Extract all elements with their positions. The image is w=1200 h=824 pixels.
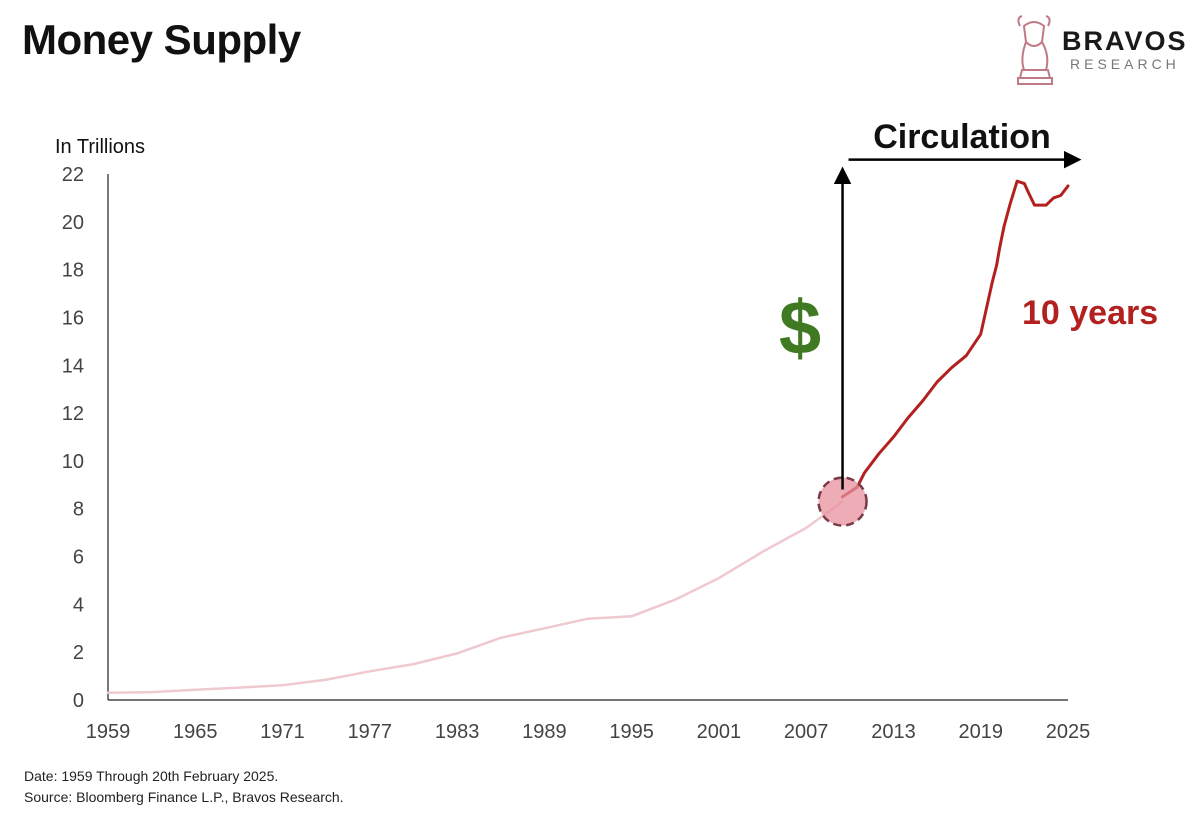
y-tick-label: 0 [73, 690, 84, 712]
x-tick-label: 2001 [697, 721, 742, 743]
series-line-1 [106, 500, 844, 695]
x-tick-label: 1971 [260, 721, 305, 743]
x-tick-label: 1995 [609, 721, 654, 743]
x-tick-label: 1977 [348, 721, 393, 743]
brand-name: BRAVOS [1062, 26, 1188, 56]
y-tick-label: 16 [62, 307, 84, 329]
x-tick-label: 1989 [522, 721, 567, 743]
y-tick-label: 8 [73, 499, 84, 521]
y-tick-label: 10 [62, 451, 84, 473]
series-line-2 [841, 179, 1070, 499]
y-tick-label: 14 [62, 355, 84, 377]
start-marker-circle [817, 476, 868, 527]
y-tick-label: 18 [62, 260, 84, 282]
x-tick-label: 2025 [1046, 721, 1091, 743]
date-note: Date: 1959 Through 20th February 2025. [24, 768, 279, 784]
x-tick-label: 2007 [784, 721, 829, 743]
y-tick-label: 20 [62, 212, 84, 234]
ten-years-label: 10 years [1022, 294, 1158, 332]
x-tick-label: 2019 [958, 721, 1003, 743]
y-tick-label: 6 [73, 547, 84, 569]
source-note: Source: Bloomberg Finance L.P., Bravos R… [24, 789, 344, 805]
bull-chess-knight-icon [1017, 15, 1053, 85]
y-tick-label: 12 [62, 403, 84, 425]
x-tick-label: 1965 [173, 721, 218, 743]
x-tick-label: 1959 [86, 721, 131, 743]
brand-subtitle: RESEARCH [1070, 56, 1180, 72]
chart-title: Money Supply [22, 16, 301, 63]
x-tick-label: 1983 [435, 721, 480, 743]
y-tick-label: 22 [62, 164, 84, 186]
y-tick-label: 4 [73, 594, 84, 616]
x-tick-label: 2013 [871, 721, 916, 743]
circulation-label: Circulation [873, 118, 1051, 156]
y-tick-label: 2 [73, 642, 84, 664]
dollar-label: $ [779, 286, 821, 371]
y-axis-label: In Trillions [55, 136, 145, 158]
